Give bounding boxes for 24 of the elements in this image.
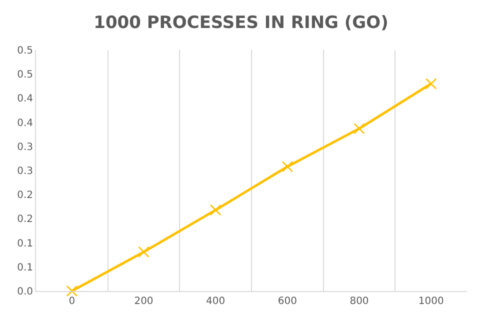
y-tick-label: 0.5 — [17, 46, 33, 56]
y-tick-label: 0.4 — [17, 118, 33, 129]
y-tick-label: 0.1 — [17, 238, 33, 250]
point — [138, 246, 150, 258]
point — [210, 204, 222, 216]
x-tick-label: 0 — [68, 296, 76, 307]
point — [425, 78, 437, 90]
point — [66, 285, 78, 297]
y-tick-label: 0.3 — [17, 166, 33, 177]
y-tick-label: 0.5 — [17, 70, 33, 81]
y-tick-label: 0.3 — [17, 142, 33, 153]
x-tick-label: 400 — [206, 296, 226, 307]
x-tick-label: 600 — [278, 296, 297, 307]
y-tick-label: 0.2 — [17, 190, 33, 202]
x-tick-label: 800 — [350, 296, 369, 307]
chart-title: 1000 PROCESSES IN RING (GO) — [94, 12, 388, 33]
x-tick-label: 200 — [134, 296, 154, 307]
y-tick-label: 0.1 — [17, 262, 33, 274]
y-tick-label: 0.4 — [17, 94, 33, 105]
y-tick-label: 0.2 — [17, 214, 33, 226]
point — [282, 160, 294, 172]
x-tick-label: 1000 — [418, 296, 444, 307]
y-tick-label: 0.0 — [17, 286, 33, 298]
point — [354, 122, 365, 134]
